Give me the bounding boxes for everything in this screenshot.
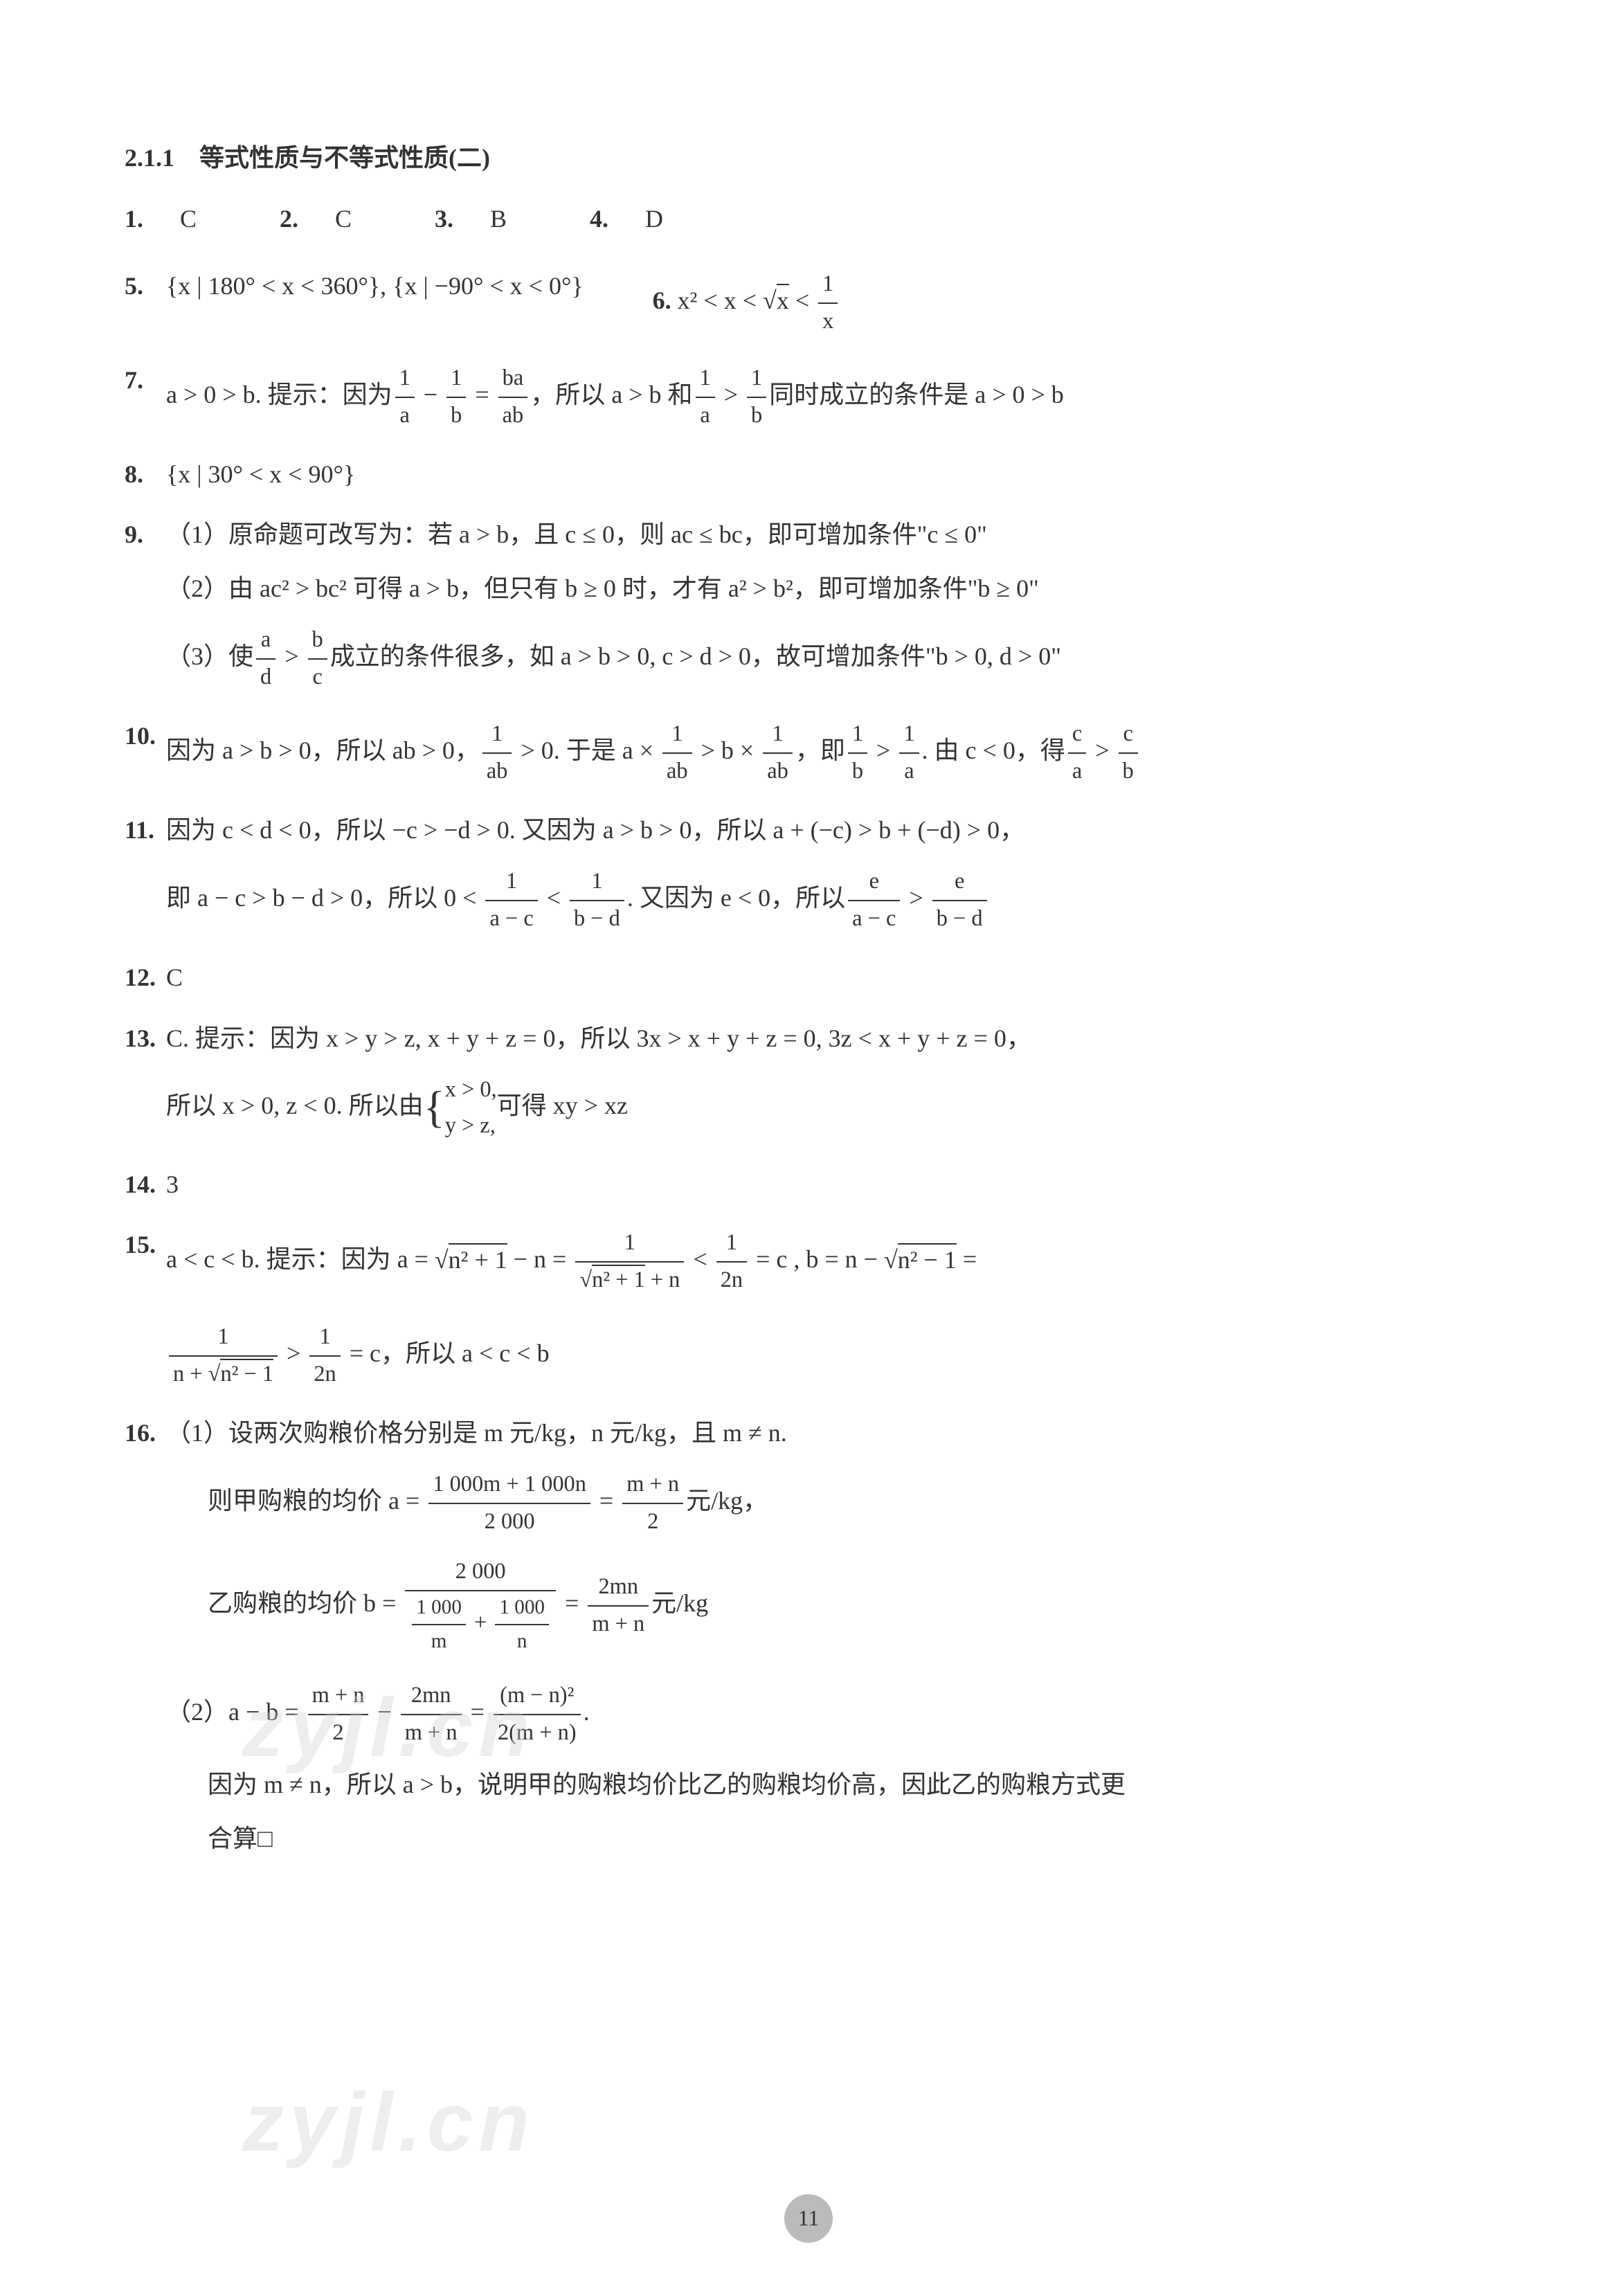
- multiple-choice-row: 1. C 2. C 3. B 4. D: [125, 199, 1492, 239]
- q1-ans: C: [180, 199, 197, 239]
- q3: 3. B: [435, 199, 507, 239]
- q5-text: {x | 180° < x < 360°}, {x | −90° < x < 0…: [166, 266, 584, 340]
- page-number-badge: 11: [784, 2194, 833, 2243]
- q6-fn: 1: [818, 266, 838, 304]
- q14-ans: 3: [166, 1170, 179, 1198]
- q10: 10. 因为 a > b > 0，所以 ab > 0，1ab > 0. 于是 a…: [125, 716, 1492, 790]
- q16-num: 16.: [125, 1413, 166, 1454]
- q13: 13. C. 提示：因为 x > y > z, x + y + z = 0，所以…: [125, 1019, 1492, 1144]
- q9-p3: （3）使ad > bc成立的条件很多，如 a > b > 0, c > d > …: [166, 622, 1492, 696]
- q6-before: x² < x <: [678, 287, 763, 314]
- q5-num: 5.: [125, 266, 166, 307]
- q9-p1: （1）原命题可改写为：若 a > b，且 c ≤ 0，则 ac ≤ bc，即可增…: [166, 515, 1492, 555]
- q8-num: 8.: [125, 455, 166, 495]
- q1-num: 1.: [125, 199, 166, 239]
- q8: 8. {x | 30° < x < 90°}: [125, 455, 1492, 495]
- q15: 15. a < c < b. 提示：因为 a = n² + 1 − n = 1n…: [125, 1225, 1492, 1392]
- q8-text: {x | 30° < x < 90°}: [166, 460, 355, 488]
- q1: 1. C: [125, 199, 197, 239]
- q16-p1: （1）设两次购粮价格分别是 m 元/kg，n 元/kg，且 m ≠ n.: [166, 1413, 1492, 1454]
- q4: 4. D: [590, 199, 663, 239]
- q13-num: 13.: [125, 1019, 166, 1059]
- q15-num: 15.: [125, 1225, 166, 1265]
- q4-num: 4.: [590, 199, 631, 239]
- q2-num: 2.: [280, 199, 321, 239]
- q3-ans: B: [490, 199, 507, 239]
- q5-q6-row: 5. {x | 180° < x < 360°}, {x | −90° < x …: [125, 266, 1492, 340]
- q12: 12. C: [125, 958, 1492, 998]
- q12-num: 12.: [125, 958, 166, 998]
- q11-num: 11.: [125, 811, 166, 851]
- q6-sqrt: x: [777, 284, 789, 314]
- q4-ans: D: [645, 199, 663, 239]
- q10-num: 10.: [125, 716, 166, 757]
- brace-icon: {: [424, 1072, 445, 1144]
- q7: 7. a > 0 > b. 提示：因为1a − 1b = baab，所以 a >…: [125, 361, 1492, 434]
- q6: 6. x² < x < x < 1x: [653, 266, 841, 340]
- watermark-2: zyjl.cn: [242, 2056, 535, 2189]
- q6-num: 6.: [653, 287, 671, 314]
- q16-l5: 因为 m ≠ n，所以 a > b，说明甲的购粮均价比乙的购粮均价高，因此乙的购…: [166, 1765, 1492, 1805]
- q2: 2. C: [280, 199, 352, 239]
- q3-num: 3.: [435, 199, 476, 239]
- q14-num: 14.: [125, 1165, 166, 1205]
- q13-l1: C. 提示：因为 x > y > z, x + y + z = 0，所以 3x …: [166, 1019, 1492, 1059]
- q9: 9. （1）原命题可改写为：若 a > b，且 c ≤ 0，则 ac ≤ bc，…: [125, 515, 1492, 696]
- q2-ans: C: [335, 199, 352, 239]
- q16: 16. （1）设两次购粮价格分别是 m 元/kg，n 元/kg，且 m ≠ n.…: [125, 1413, 1492, 1872]
- q9-num: 9.: [125, 515, 166, 555]
- q9-p2: （2）由 ac² > bc² 可得 a > b，但只有 b ≥ 0 时，才有 a…: [166, 569, 1492, 609]
- q16-l6: 合算□: [166, 1819, 1492, 1859]
- q7-num: 7.: [125, 361, 166, 401]
- q6-mid: <: [789, 287, 815, 314]
- q11: 11. 因为 c < d < 0，所以 −c > −d > 0. 又因为 a >…: [125, 811, 1492, 937]
- q12-ans: C: [166, 964, 183, 991]
- section-title: 2.1.1 等式性质与不等式性质(二): [125, 138, 1492, 179]
- q14: 14. 3: [125, 1165, 1492, 1205]
- q7-prefix: a > 0 > b. 提示：因为: [166, 381, 392, 408]
- q6-fd: x: [818, 304, 838, 340]
- q11-l1: 因为 c < d < 0，所以 −c > −d > 0. 又因为 a > b >…: [166, 811, 1492, 851]
